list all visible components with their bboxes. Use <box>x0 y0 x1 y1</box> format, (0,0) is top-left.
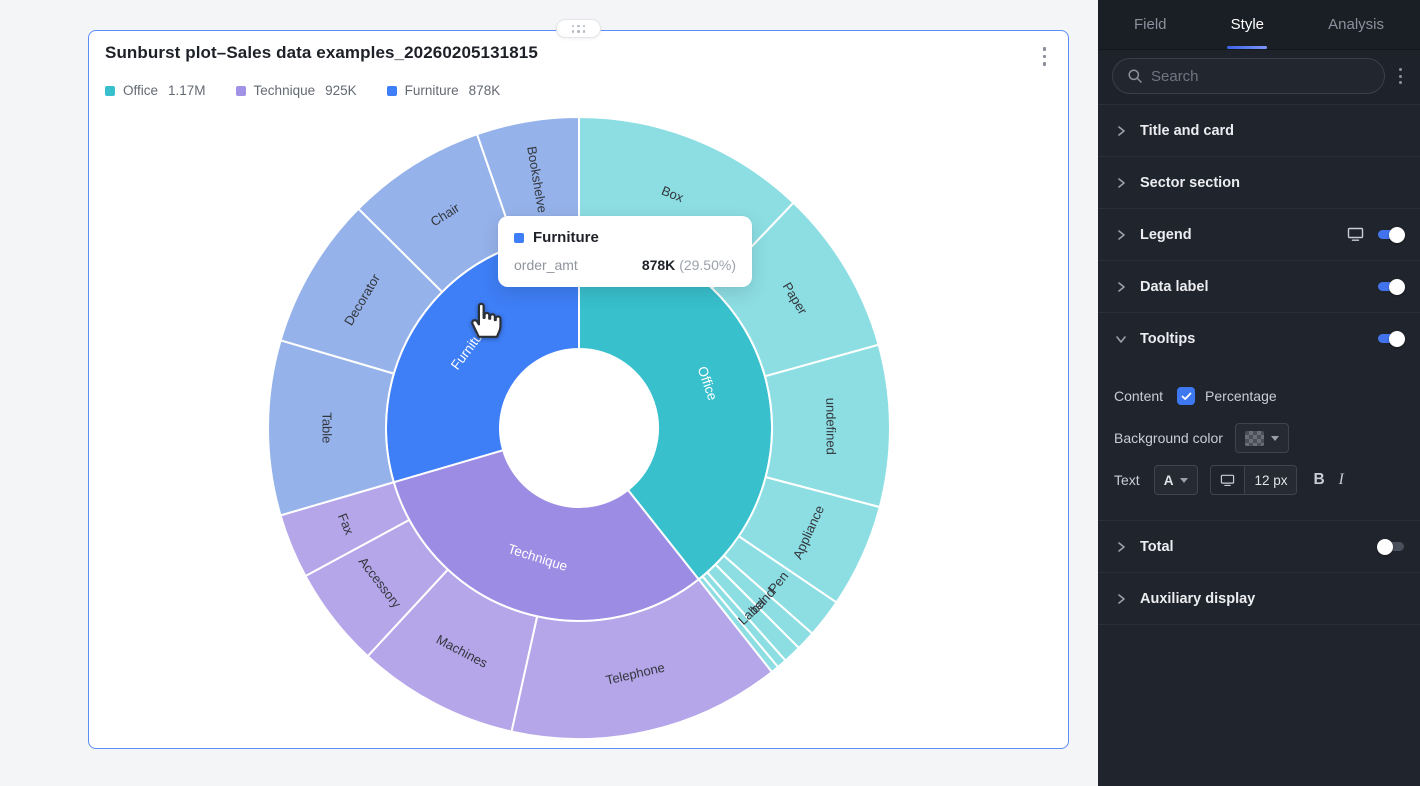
font-color-a: A <box>1163 472 1174 488</box>
style-sections: Title and card Sector section Legend <box>1098 104 1420 625</box>
active-tab-underline <box>1227 46 1268 49</box>
tooltip-swatch <box>514 232 524 243</box>
legend-item-office[interactable]: Office 1.17M <box>105 83 206 98</box>
percentage-checkbox[interactable] <box>1177 387 1196 405</box>
tab-style[interactable]: Style <box>1227 0 1268 49</box>
search-icon <box>1128 69 1142 83</box>
search-row: Search <box>1098 50 1420 104</box>
tab-analysis[interactable]: Analysis <box>1328 0 1384 49</box>
search-placeholder: Search <box>1151 67 1199 85</box>
legend-value: 1.17M <box>168 83 206 98</box>
section-label: Total <box>1140 538 1174 555</box>
search-input[interactable]: Search <box>1112 58 1385 94</box>
section-label: Data label <box>1140 278 1209 295</box>
chart-title: Sunburst plot–Sales data examples_202602… <box>105 43 538 62</box>
tooltip-text-row: Text A 12 px B I <box>1114 462 1404 498</box>
tab-label: Analysis <box>1328 16 1384 33</box>
monitor-icon[interactable] <box>1347 227 1364 242</box>
section-label: Sector section <box>1140 174 1240 191</box>
text-label: Text <box>1114 472 1140 488</box>
legend-swatch-office <box>105 85 115 96</box>
tooltip-percent: (29.50%) <box>679 257 736 273</box>
transparent-swatch <box>1244 430 1264 446</box>
legend-swatch-technique <box>235 85 246 96</box>
caret-down-icon <box>1180 477 1189 483</box>
section-auxiliary-display[interactable]: Auxiliary display <box>1098 572 1420 624</box>
sunburst-label: Table <box>319 412 334 443</box>
chart-card[interactable]: Box Paper undefined Appliance Pen band Label Of… <box>88 30 1069 749</box>
check-icon <box>1181 392 1191 400</box>
tooltip-title: Furniture <box>533 229 599 246</box>
sunburst-chart[interactable]: BoxPaperundefinedAppliancePenbandLabelOf… <box>89 31 1069 749</box>
chevron-down-icon <box>1114 332 1128 346</box>
legend-item-furniture[interactable]: Furniture 878K <box>386 83 501 98</box>
chevron-right-icon <box>1114 124 1128 138</box>
monitor-icon <box>1211 466 1246 494</box>
section-legend[interactable]: Legend <box>1098 208 1420 260</box>
tooltips-toggle[interactable] <box>1378 330 1405 347</box>
tooltip-metric: order_amt <box>514 257 578 273</box>
total-toggle[interactable] <box>1377 538 1404 555</box>
chevron-right-icon <box>1114 176 1128 190</box>
section-label: Tooltips <box>1140 330 1196 347</box>
font-color-dropdown[interactable]: A <box>1153 465 1199 495</box>
legend-swatch-furniture <box>386 85 397 96</box>
tooltip-content-row: Content Percentage <box>1114 378 1404 414</box>
legend-value: 925K <box>325 83 357 98</box>
legend-label: Technique <box>253 83 316 98</box>
tooltip-background-row: Background color <box>1114 420 1404 456</box>
chevron-right-icon <box>1114 540 1128 554</box>
section-total[interactable]: Total <box>1098 520 1420 572</box>
tooltips-settings: Content Percentage Background color Text <box>1098 364 1420 520</box>
chevron-right-icon <box>1114 592 1128 606</box>
tab-label: Field <box>1134 16 1167 33</box>
six-dots-icon <box>571 24 586 33</box>
content-label: Content <box>1114 388 1164 404</box>
bold-button[interactable]: B <box>1313 471 1325 488</box>
legend-value: 878K <box>468 83 501 98</box>
hand-cursor-icon <box>471 302 502 338</box>
drag-handle[interactable] <box>556 19 601 38</box>
chevron-right-icon <box>1114 228 1128 242</box>
chart-legend: Office 1.17M Technique 925K Furniture 87… <box>105 83 500 98</box>
section-tooltips[interactable]: Tooltips <box>1098 312 1420 364</box>
background-color-dropdown[interactable] <box>1234 423 1289 453</box>
section-data-label[interactable]: Data label <box>1098 260 1420 312</box>
tooltip-value: 878K <box>641 257 676 273</box>
chevron-right-icon <box>1114 280 1128 294</box>
section-label: Title and card <box>1140 122 1235 139</box>
panel-menu-kebab-icon[interactable] <box>1395 64 1406 88</box>
font-size-control[interactable]: 12 px <box>1210 465 1298 495</box>
legend-label: Furniture <box>404 83 459 98</box>
legend-item-technique[interactable]: Technique 925K <box>235 83 357 98</box>
tab-label: Style <box>1230 16 1264 33</box>
data-label-toggle[interactable] <box>1378 278 1405 295</box>
legend-label: Office <box>123 83 159 98</box>
percentage-label: Percentage <box>1205 388 1277 404</box>
sunburst-label: undefined <box>823 398 838 455</box>
canvas-area: Box Paper undefined Appliance Pen band Label Of… <box>88 19 1069 749</box>
style-panel: Field Style Analysis Search <box>1098 0 1420 786</box>
panel-tabs: Field Style Analysis <box>1098 0 1420 50</box>
tab-field[interactable]: Field <box>1134 0 1167 49</box>
section-label: Auxiliary display <box>1140 590 1256 607</box>
section-title-and-card[interactable]: Title and card <box>1098 104 1420 156</box>
font-size-value: 12 px <box>1245 466 1297 494</box>
section-sector-section[interactable]: Sector section <box>1098 156 1420 208</box>
italic-button[interactable]: I <box>1338 471 1344 488</box>
caret-down-icon <box>1270 435 1279 441</box>
chart-tooltip: Furniture order_amt 878K (29.50%) <box>498 216 752 287</box>
background-color-label: Background color <box>1114 430 1223 446</box>
section-label: Legend <box>1140 226 1192 243</box>
card-menu-kebab-icon[interactable] <box>1042 47 1046 66</box>
legend-toggle[interactable] <box>1378 226 1405 243</box>
